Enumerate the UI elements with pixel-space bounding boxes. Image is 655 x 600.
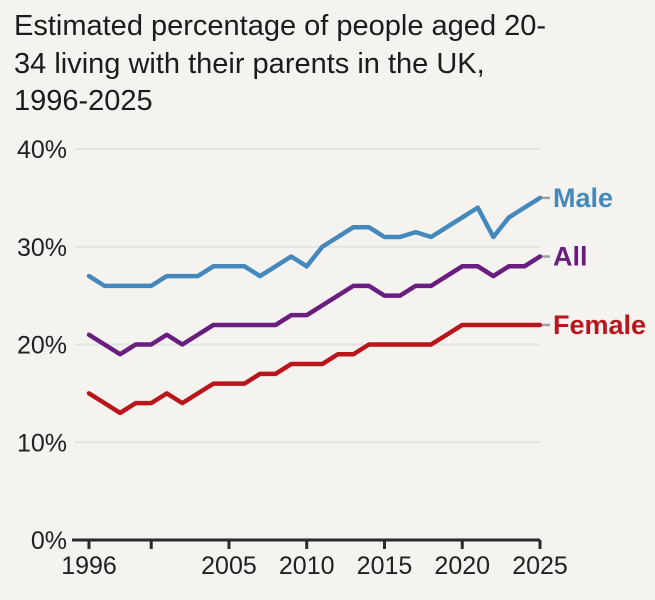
male-line — [86, 195, 543, 289]
x-tick-label: 2015 — [357, 552, 413, 580]
female-label: Female — [553, 310, 646, 340]
x-tick-label: 1996 — [61, 552, 117, 580]
y-tick-label: 10% — [17, 429, 67, 457]
y-tick-label: 0% — [31, 527, 67, 555]
male-label: Male — [553, 183, 613, 213]
x-tick-label: 2020 — [434, 552, 490, 580]
all-line — [86, 254, 543, 357]
chart-title: Estimated percentage of people aged 20- … — [14, 8, 546, 121]
chart-title-line-1: Estimated percentage of people aged 20- — [14, 10, 547, 42]
all-label: All — [553, 242, 588, 272]
y-tick-label: 30% — [17, 234, 67, 262]
chart-title-line-3: 1996-2025 — [14, 85, 153, 118]
x-tick-label: 2005 — [201, 552, 257, 580]
y-tick-label: 20% — [17, 332, 67, 360]
y-tick-label: 40% — [17, 136, 67, 164]
chart-title-line-2: 34 living with their parents in the UK, — [14, 47, 485, 80]
female-line — [86, 322, 543, 416]
x-tick-label: 2010 — [279, 552, 335, 580]
x-tick-label: 2025 — [512, 552, 568, 580]
